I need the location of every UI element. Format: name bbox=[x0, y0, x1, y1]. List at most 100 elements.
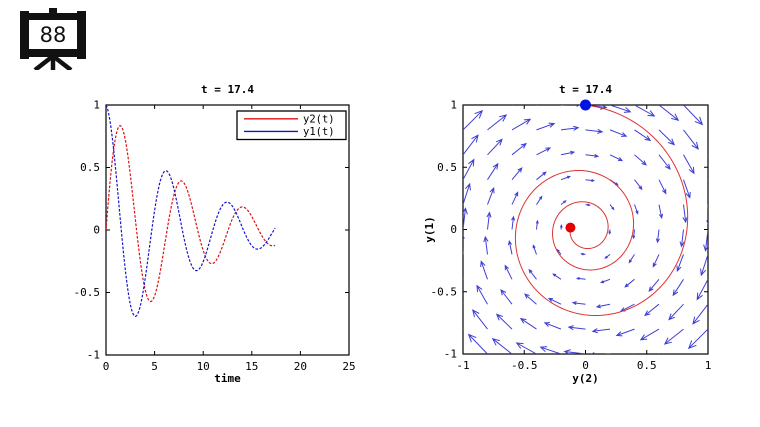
quiver-arrow bbox=[560, 150, 576, 156]
quiver-arrow bbox=[676, 254, 684, 272]
presentation-screen-icon: 88 bbox=[20, 8, 86, 70]
quiver-arrow bbox=[536, 147, 552, 156]
quiver-arrow bbox=[707, 154, 708, 157]
quiver-arrow bbox=[634, 179, 643, 191]
y-tick-label: 0.5 bbox=[80, 161, 100, 174]
quiver-arrow bbox=[696, 279, 708, 301]
x-tick-label: 0 bbox=[103, 360, 110, 373]
icon-frame-right bbox=[77, 11, 86, 59]
quiver-arrow bbox=[658, 179, 667, 195]
quiver-arrow bbox=[682, 353, 684, 354]
quiver-arrow bbox=[543, 322, 562, 330]
time-series-curves bbox=[106, 105, 276, 317]
quiver-arrow bbox=[463, 328, 464, 330]
quiver-arrow bbox=[585, 178, 595, 182]
icon-leg-left bbox=[33, 54, 55, 70]
quiver-arrow bbox=[560, 125, 580, 131]
y-tick-label: 1 bbox=[450, 99, 457, 112]
y-tick-label: -1 bbox=[444, 348, 457, 361]
quiver-arrow bbox=[707, 179, 708, 182]
quiver-arrow bbox=[483, 235, 489, 255]
quiver-arrow bbox=[515, 342, 537, 354]
legend-label-y2: y2(t) bbox=[303, 114, 335, 126]
quiver-arrow bbox=[652, 254, 660, 268]
quiver-arrow bbox=[500, 289, 513, 305]
icon-leg-right bbox=[51, 54, 73, 70]
x-tick-label: -0.5 bbox=[511, 359, 538, 372]
y-tick-label: 0.5 bbox=[437, 161, 457, 174]
y-tick-label: -0.5 bbox=[431, 285, 458, 298]
quiver-arrow bbox=[463, 182, 471, 205]
icon-frame-left bbox=[20, 11, 29, 59]
quiver-arrow bbox=[547, 297, 562, 305]
quiver-arrow bbox=[486, 211, 492, 230]
quiver-arrow bbox=[692, 303, 708, 325]
quiver-arrow bbox=[580, 252, 586, 256]
quiver-arrow bbox=[463, 234, 465, 255]
quiver-arrow bbox=[576, 277, 586, 281]
quiver-arrow bbox=[507, 240, 513, 255]
quiver-arrow bbox=[644, 303, 660, 317]
x-tick-label: 25 bbox=[342, 360, 355, 373]
quiver-arrow bbox=[463, 207, 468, 230]
quiver-arrow bbox=[467, 333, 488, 354]
quiver-arrow bbox=[536, 105, 539, 106]
quiver-arrow bbox=[658, 129, 676, 146]
quiver-arrow bbox=[600, 278, 611, 284]
quiver-arrow bbox=[700, 254, 708, 277]
legend-label-y1: y1(t) bbox=[303, 126, 335, 138]
initial-condition-dot bbox=[580, 99, 591, 111]
right-plot-title: t = 17.4 bbox=[559, 83, 612, 96]
quiver-arrow bbox=[591, 328, 611, 334]
quiver-arrow bbox=[476, 284, 488, 305]
legend-box bbox=[236, 110, 347, 141]
x-tick-label: 20 bbox=[294, 360, 307, 373]
quiver-arrow bbox=[563, 349, 586, 354]
quiver-arrow bbox=[487, 138, 503, 156]
quiver-arrow bbox=[668, 303, 684, 321]
quiver-arrow bbox=[560, 200, 567, 205]
quiver-arrow bbox=[536, 122, 556, 131]
quiver-arrow bbox=[683, 179, 691, 199]
quiver-arrow bbox=[604, 254, 611, 259]
quiver-arrow bbox=[634, 105, 656, 117]
x-tick-label: 0 bbox=[582, 359, 589, 372]
icon-knob bbox=[49, 8, 57, 15]
quiver-arrow bbox=[609, 129, 628, 137]
quiver-arrow bbox=[463, 105, 464, 106]
y-tick-label: 0 bbox=[93, 224, 100, 237]
quiver-arrow bbox=[535, 219, 539, 230]
quiver-arrow bbox=[648, 278, 660, 292]
quiver-arrow bbox=[634, 129, 652, 142]
phase-trajectory bbox=[514, 105, 689, 317]
trajectory-spiral bbox=[514, 105, 689, 317]
quiver-arrow bbox=[463, 277, 464, 280]
phase-markers bbox=[565, 99, 591, 233]
x-tick-label: 1 bbox=[705, 359, 712, 372]
quiver-arrow bbox=[519, 317, 537, 330]
quiver-arrow bbox=[658, 204, 664, 219]
axes-box bbox=[105, 104, 350, 356]
quiver-arrow bbox=[487, 114, 508, 131]
curve-y2 bbox=[106, 125, 276, 303]
vector-field-quiver bbox=[463, 105, 708, 354]
icon-frame-top bbox=[24, 13, 82, 20]
quiver-arrow bbox=[536, 171, 547, 181]
right-plot-ylabel: y(1) bbox=[423, 216, 436, 243]
quiver-arrow bbox=[655, 229, 660, 244]
quiver-arrow bbox=[672, 279, 684, 297]
quiver-arrow bbox=[703, 229, 708, 252]
left-plot-xlabel: time bbox=[214, 372, 241, 385]
quiver-arrow bbox=[504, 264, 513, 280]
current-state-dot bbox=[565, 222, 576, 233]
quiver-arrow bbox=[608, 229, 612, 235]
quiver-arrow bbox=[487, 162, 499, 180]
quiver-arrow bbox=[491, 338, 513, 354]
quiver-arrow bbox=[585, 128, 604, 134]
quiver-arrow bbox=[609, 204, 615, 211]
quiver-arrow bbox=[639, 328, 660, 341]
quiver-arrow bbox=[683, 154, 695, 175]
quiver-arrow bbox=[595, 303, 611, 309]
left-plot-title: t = 17.4 bbox=[201, 83, 254, 96]
